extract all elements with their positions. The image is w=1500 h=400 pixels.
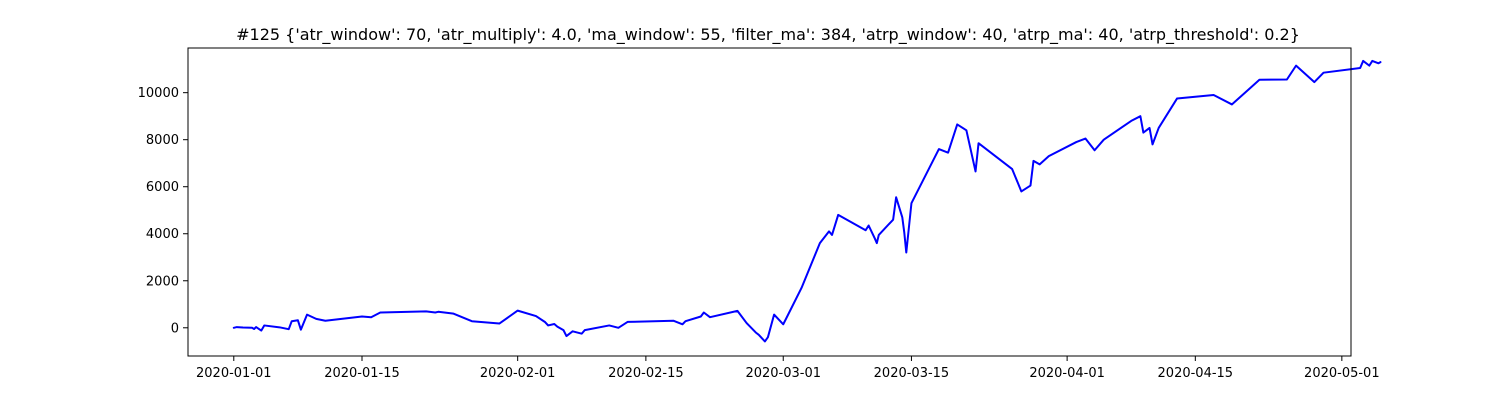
x-axis: 2020-01-01 2020-01-15 2020-02-01 2020-02-15… bbox=[196, 356, 1380, 381]
x-tick-label: 2020-04-01 bbox=[1029, 366, 1105, 381]
y-tick-label: 2000 bbox=[146, 274, 179, 289]
y-tick-label: 6000 bbox=[146, 180, 179, 195]
x-tick-label: 2020-01-01 bbox=[196, 366, 272, 381]
x-tick-label: 2020-01-15 bbox=[324, 366, 400, 381]
x-tick-label: 2020-05-01 bbox=[1304, 366, 1380, 381]
y-tick-label: 0 bbox=[171, 321, 179, 336]
x-tick-label: 2020-04-15 bbox=[1158, 366, 1234, 381]
x-tick-label: 2020-03-15 bbox=[874, 366, 950, 381]
x-tick-label: 2020-02-15 bbox=[608, 366, 684, 381]
x-tick-label: 2020-03-01 bbox=[745, 366, 821, 381]
equity-line bbox=[232, 59, 1382, 343]
plot-frame bbox=[187, 47, 1352, 357]
y-axis: 0 2000 4000 6000 8000 10000 bbox=[138, 86, 188, 336]
chart-title: #125 {'atr_window': 70, 'atr_multiply': … bbox=[236, 25, 1300, 45]
y-tick-label: 10000 bbox=[138, 86, 179, 101]
x-tick-label: 2020-02-01 bbox=[480, 366, 556, 381]
y-tick-label: 4000 bbox=[146, 227, 179, 242]
y-tick-label: 8000 bbox=[146, 133, 179, 148]
